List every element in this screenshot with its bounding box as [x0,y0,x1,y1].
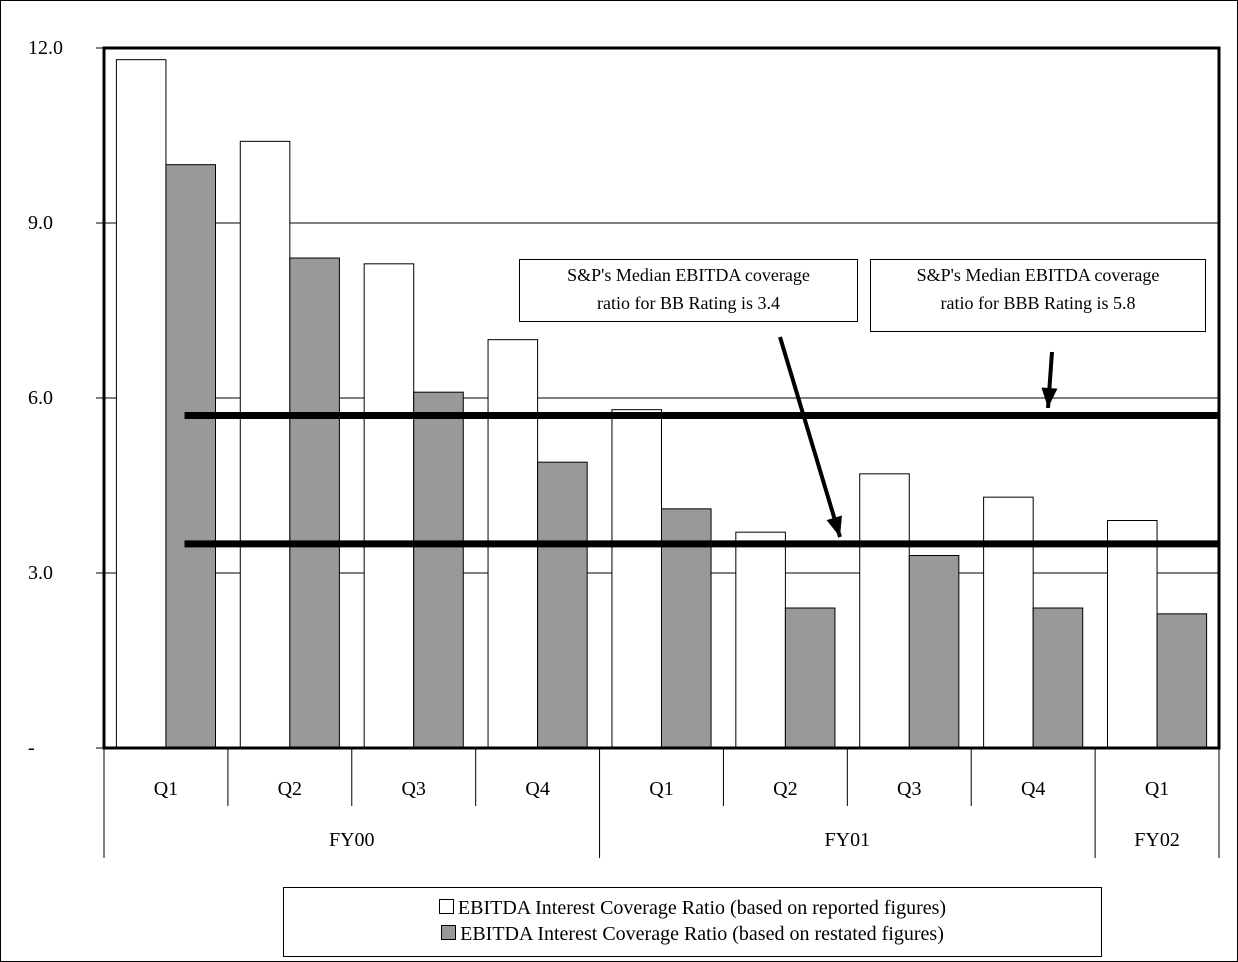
category-label: Q4 [525,778,549,800]
y-tick-label: 9.0 [28,212,53,234]
legend-label-reported: EBITDA Interest Coverage Ratio (based on… [457,897,947,919]
legend-item-reported: EBITDA Interest Coverage Ratio (based on… [284,895,1101,921]
bar-reported [611,409,663,749]
y-tick-label: 6.0 [28,387,53,409]
bar-reported [115,59,167,749]
bar-reported [859,473,910,749]
category-label: Q1 [154,778,178,800]
category-label: Q3 [897,778,921,800]
bar-reported [983,496,1034,749]
y-tick-label: 3.0 [28,562,53,584]
arrow-head [1041,387,1058,408]
bar-restated [1156,613,1208,749]
bar-reported [363,263,415,749]
legend: EBITDA Interest Coverage Ratio (based on… [283,887,1102,957]
category-label: Q2 [773,778,797,800]
category-label: Q1 [1145,778,1169,800]
callout-bbb-line2: ratio for BBB Rating is 5.8 [940,293,1136,313]
category-label: Q3 [401,778,425,800]
plot-border [102,46,1221,750]
bar-restated [165,164,216,749]
bar-restated [1032,607,1084,749]
bar-restated [784,607,836,749]
arrow-head [826,515,842,537]
category-label: Q1 [649,778,673,800]
arrow-bbb [1041,351,1058,409]
bar-restated [289,257,340,749]
group-label: FY00 [329,829,375,851]
group-label: FY02 [1134,829,1180,851]
legend-swatch-restated [441,925,457,940]
bar-reported [239,140,291,749]
category-label: Q2 [278,778,302,800]
legend-label-restated: EBITDA Interest Coverage Ratio (based on… [460,923,944,945]
legend-item-restated: EBITDA Interest Coverage Ratio (based on… [284,921,1101,947]
callout-bb-rating: S&P's Median EBITDA coverage ratio for B… [519,259,858,322]
category-label: Q4 [1021,778,1045,800]
callout-bb-line2: ratio for BB Rating is 3.4 [597,293,780,313]
bar-restated [661,508,712,749]
bar-reported [735,531,786,749]
bar-restated [537,461,588,749]
arrow-bb [778,336,842,538]
callout-bbb-rating: S&P's Median EBITDA coverage ratio for B… [870,259,1206,332]
legend-swatch-reported [438,899,454,914]
arrow-shaft [778,336,842,538]
bar-restated [908,555,960,749]
callout-bbb-line1: S&P's Median EBITDA coverage [916,265,1160,285]
y-tick-label: 12.0 [28,37,63,59]
y-tick-label: - [28,737,35,759]
bar-restated [413,391,464,749]
group-label: FY01 [825,829,871,851]
callout-bb-line1: S&P's Median EBITDA coverage [567,265,810,285]
bar-reported [1107,520,1158,749]
